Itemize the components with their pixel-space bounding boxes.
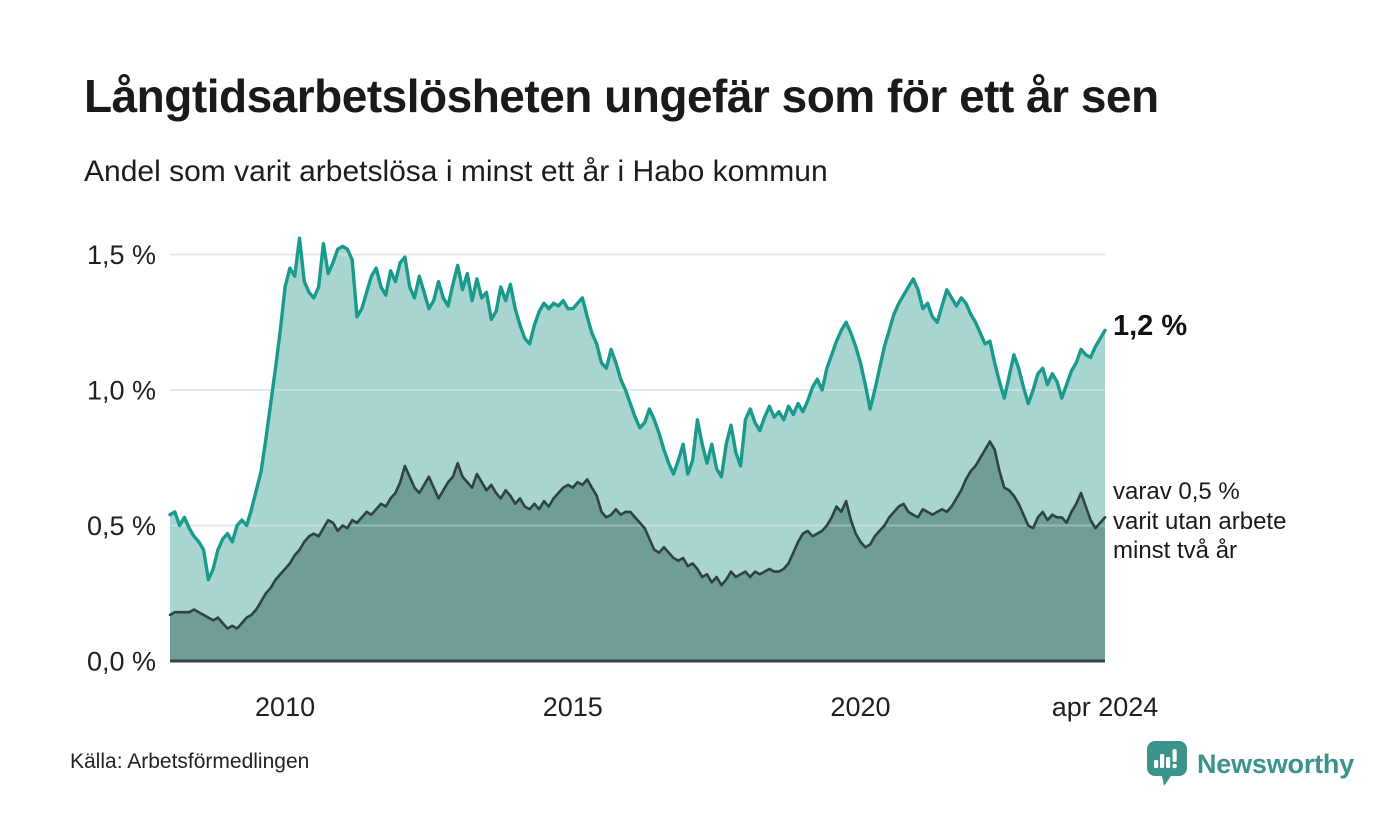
y-axis-tick-label: 1,5 %	[87, 240, 156, 270]
y-axis-tick-label: 0,0 %	[87, 647, 156, 677]
source-attribution: Källa: Arbetsförmedlingen	[70, 750, 310, 773]
chart-subtitle: Andel som varit arbetslösa i minst ett å…	[84, 155, 828, 188]
x-axis-tick-label: apr 2024	[1052, 692, 1159, 722]
secondary-series-label-line1: varav 0,5 %	[1113, 478, 1240, 505]
x-axis-tick-label: 2015	[543, 692, 603, 722]
secondary-series-label: varav 0,5 % varit utan arbete minst två …	[1113, 477, 1286, 566]
y-axis-tick-label: 1,0 %	[87, 376, 156, 406]
newsworthy-wordmark: Newsworthy	[1197, 748, 1355, 779]
x-axis-tick-label: 2020	[830, 692, 890, 722]
newsworthy-bubble-chart-icon	[1147, 741, 1187, 786]
x-axis-tick-label: 2010	[255, 692, 315, 722]
latest-value-label: 1,2 %	[1113, 310, 1188, 342]
secondary-series-label-line3: minst två år	[1113, 537, 1238, 564]
newsworthy-brand: Newsworthy	[1147, 741, 1354, 787]
y-axis-tick-label: 0,5 %	[87, 511, 156, 541]
secondary-series-label-line2: varit utan arbete	[1113, 507, 1287, 535]
page-title: Långtidsarbetslösheten ungefär som för e…	[84, 70, 1159, 122]
